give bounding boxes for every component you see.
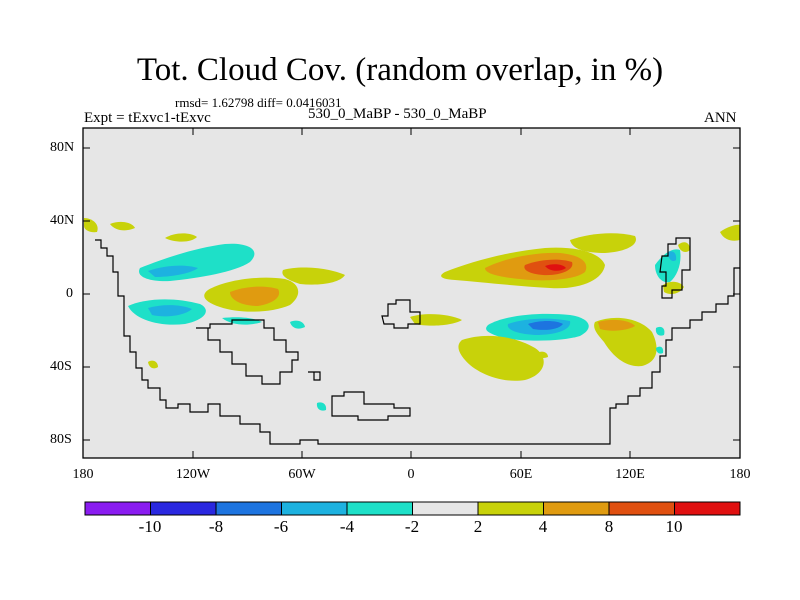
chart-title: Tot. Cloud Cov. (random overlap, in %) — [136, 52, 664, 88]
x-tick-label-180e: 180 — [729, 467, 751, 482]
contour-neg-6-indian-ocean — [528, 321, 563, 330]
colorbar-swatch — [215, 501, 282, 516]
colorbar-swatch — [477, 501, 544, 516]
y-tick-label-0: 0 — [66, 286, 73, 301]
contour-pos-2-patch-d — [148, 360, 158, 369]
period-label: 530_0_MaBP - 530_0_MaBP — [308, 106, 487, 122]
axis-ticks — [83, 128, 740, 458]
colorbar-label: 10 — [665, 517, 683, 536]
contour-pos-2-japan — [678, 242, 690, 253]
contour-pos-2-patch-c — [84, 218, 98, 233]
contour-neg-2-patch-a — [290, 320, 305, 329]
y-tick-label-80n: 80N — [50, 140, 75, 155]
contour-neg-4-north-pacific — [148, 265, 198, 277]
colorbar-swatch — [412, 501, 479, 516]
x-tick-label-0: 0 — [407, 467, 415, 482]
colorbar-label: -8 — [208, 517, 224, 536]
contour-pos-2-patch-a — [165, 233, 197, 242]
contour-neg-2-patch-b — [316, 402, 327, 411]
contour-neg-2-patch-d — [655, 326, 665, 336]
colorbar-swatch — [674, 501, 741, 516]
colorbar-label: -10 — [138, 517, 162, 536]
contour-pos-2-east-edge — [720, 224, 740, 241]
colorbar-label: -6 — [273, 517, 289, 536]
contour-pos-2-south-indian — [458, 335, 544, 381]
contour-pos-2-atlantic — [282, 267, 345, 285]
outline-main-coast — [95, 239, 740, 445]
stats-text: rmsd= 1.62798 diff= 0.0416031 — [175, 95, 342, 110]
colorbar-swatch — [608, 501, 675, 516]
y-tick-label-40s: 40S — [50, 359, 72, 374]
contour-pos-4-australia-west — [598, 319, 635, 331]
outline-island — [308, 371, 321, 381]
colorbar-swatch — [281, 501, 348, 516]
x-tick-label-60e: 60E — [509, 467, 533, 482]
x-tick-label-180w: 180 — [72, 467, 94, 482]
colorbar-swatch — [346, 501, 413, 516]
contour-pos-2-patch-e — [537, 351, 548, 358]
colorbar-label: 4 — [538, 517, 548, 536]
colorbar-label: -4 — [339, 517, 355, 536]
outline-east-asia — [659, 237, 691, 299]
outline-west-africa — [381, 299, 421, 329]
x-tick-label-60w: 60W — [288, 467, 316, 482]
contour-pos-2-east-asia — [570, 233, 636, 253]
continent-outlines — [95, 237, 740, 445]
contour-pos-2-philippines — [663, 281, 684, 295]
season-label: ANN — [704, 110, 737, 126]
colorbar-label: 2 — [473, 517, 483, 536]
map-background — [83, 128, 740, 458]
contour-pos-4-eastern-pacific — [230, 286, 280, 306]
colorbar-swatch — [543, 501, 610, 516]
colorbar-swatch — [150, 501, 217, 516]
x-tick-label-120w: 120W — [175, 467, 211, 482]
y-tick-label-80s: 80S — [50, 432, 72, 447]
colorbar — [84, 501, 741, 516]
contour-fills — [84, 218, 740, 411]
outline-antarctic-peninsula — [331, 391, 411, 421]
outline-south-america — [196, 319, 299, 385]
contour-neg-4-west-pacific — [668, 251, 677, 262]
experiment-label: Expt = tExvc1-tExvc — [84, 110, 211, 126]
x-tick-label-120e: 120E — [615, 467, 645, 482]
colorbar-label: 8 — [604, 517, 614, 536]
contour-neg-4-south-pacific — [148, 305, 192, 317]
colorbar-swatch — [84, 501, 151, 516]
colorbar-label: -2 — [404, 517, 420, 536]
contour-pos-10-south-asia — [545, 264, 566, 271]
y-tick-label-40n: 40N — [50, 213, 75, 228]
contour-pos-2-west-africa — [410, 314, 462, 326]
contour-neg-2-patch-e — [656, 346, 664, 354]
contour-pos-2-patch-b — [110, 221, 135, 231]
